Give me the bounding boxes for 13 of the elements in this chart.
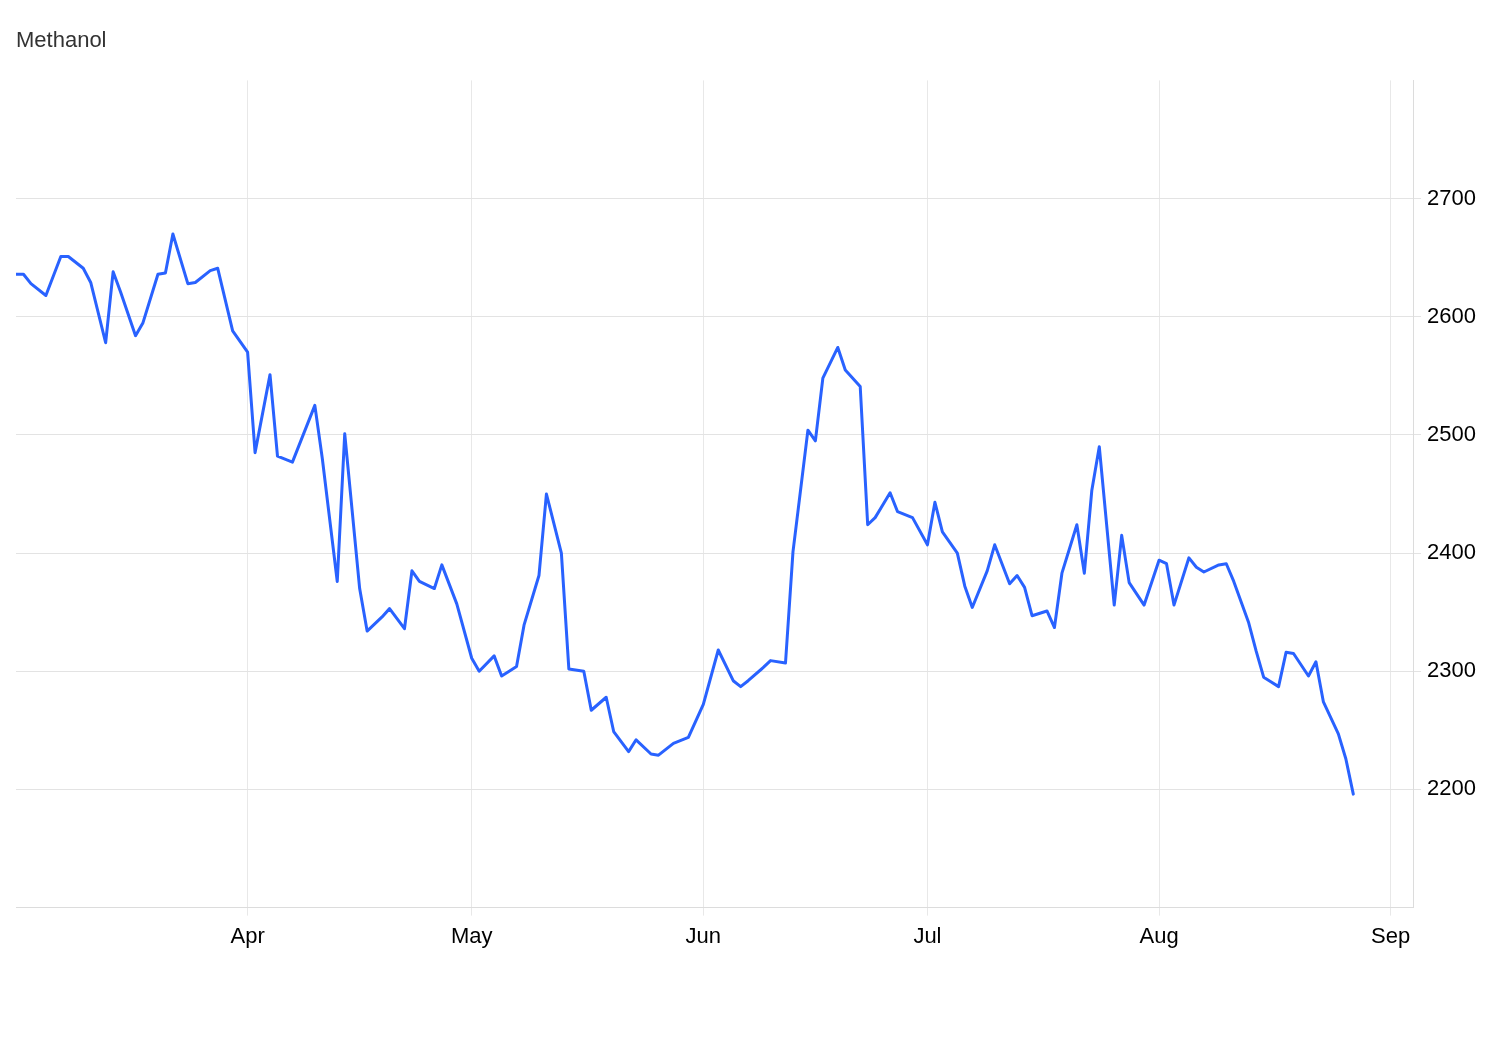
- y-tick-label: 2600: [1427, 302, 1477, 328]
- x-tick-label: Jul: [913, 922, 942, 948]
- x-tick-label: Sep: [1371, 922, 1411, 948]
- x-tick-label: Jun: [685, 922, 722, 948]
- y-tick-label: 2300: [1427, 657, 1477, 683]
- x-tick-label: May: [450, 922, 493, 948]
- x-tick-label: Aug: [1139, 922, 1179, 948]
- chart-title: Methanol: [16, 27, 107, 53]
- y-tick-label: 2400: [1427, 539, 1477, 565]
- y-tick-label: 2500: [1427, 420, 1477, 446]
- x-tick-label: Apr: [230, 922, 265, 948]
- y-tick-label: 2700: [1427, 184, 1477, 210]
- y-tick-label: 2200: [1427, 775, 1477, 801]
